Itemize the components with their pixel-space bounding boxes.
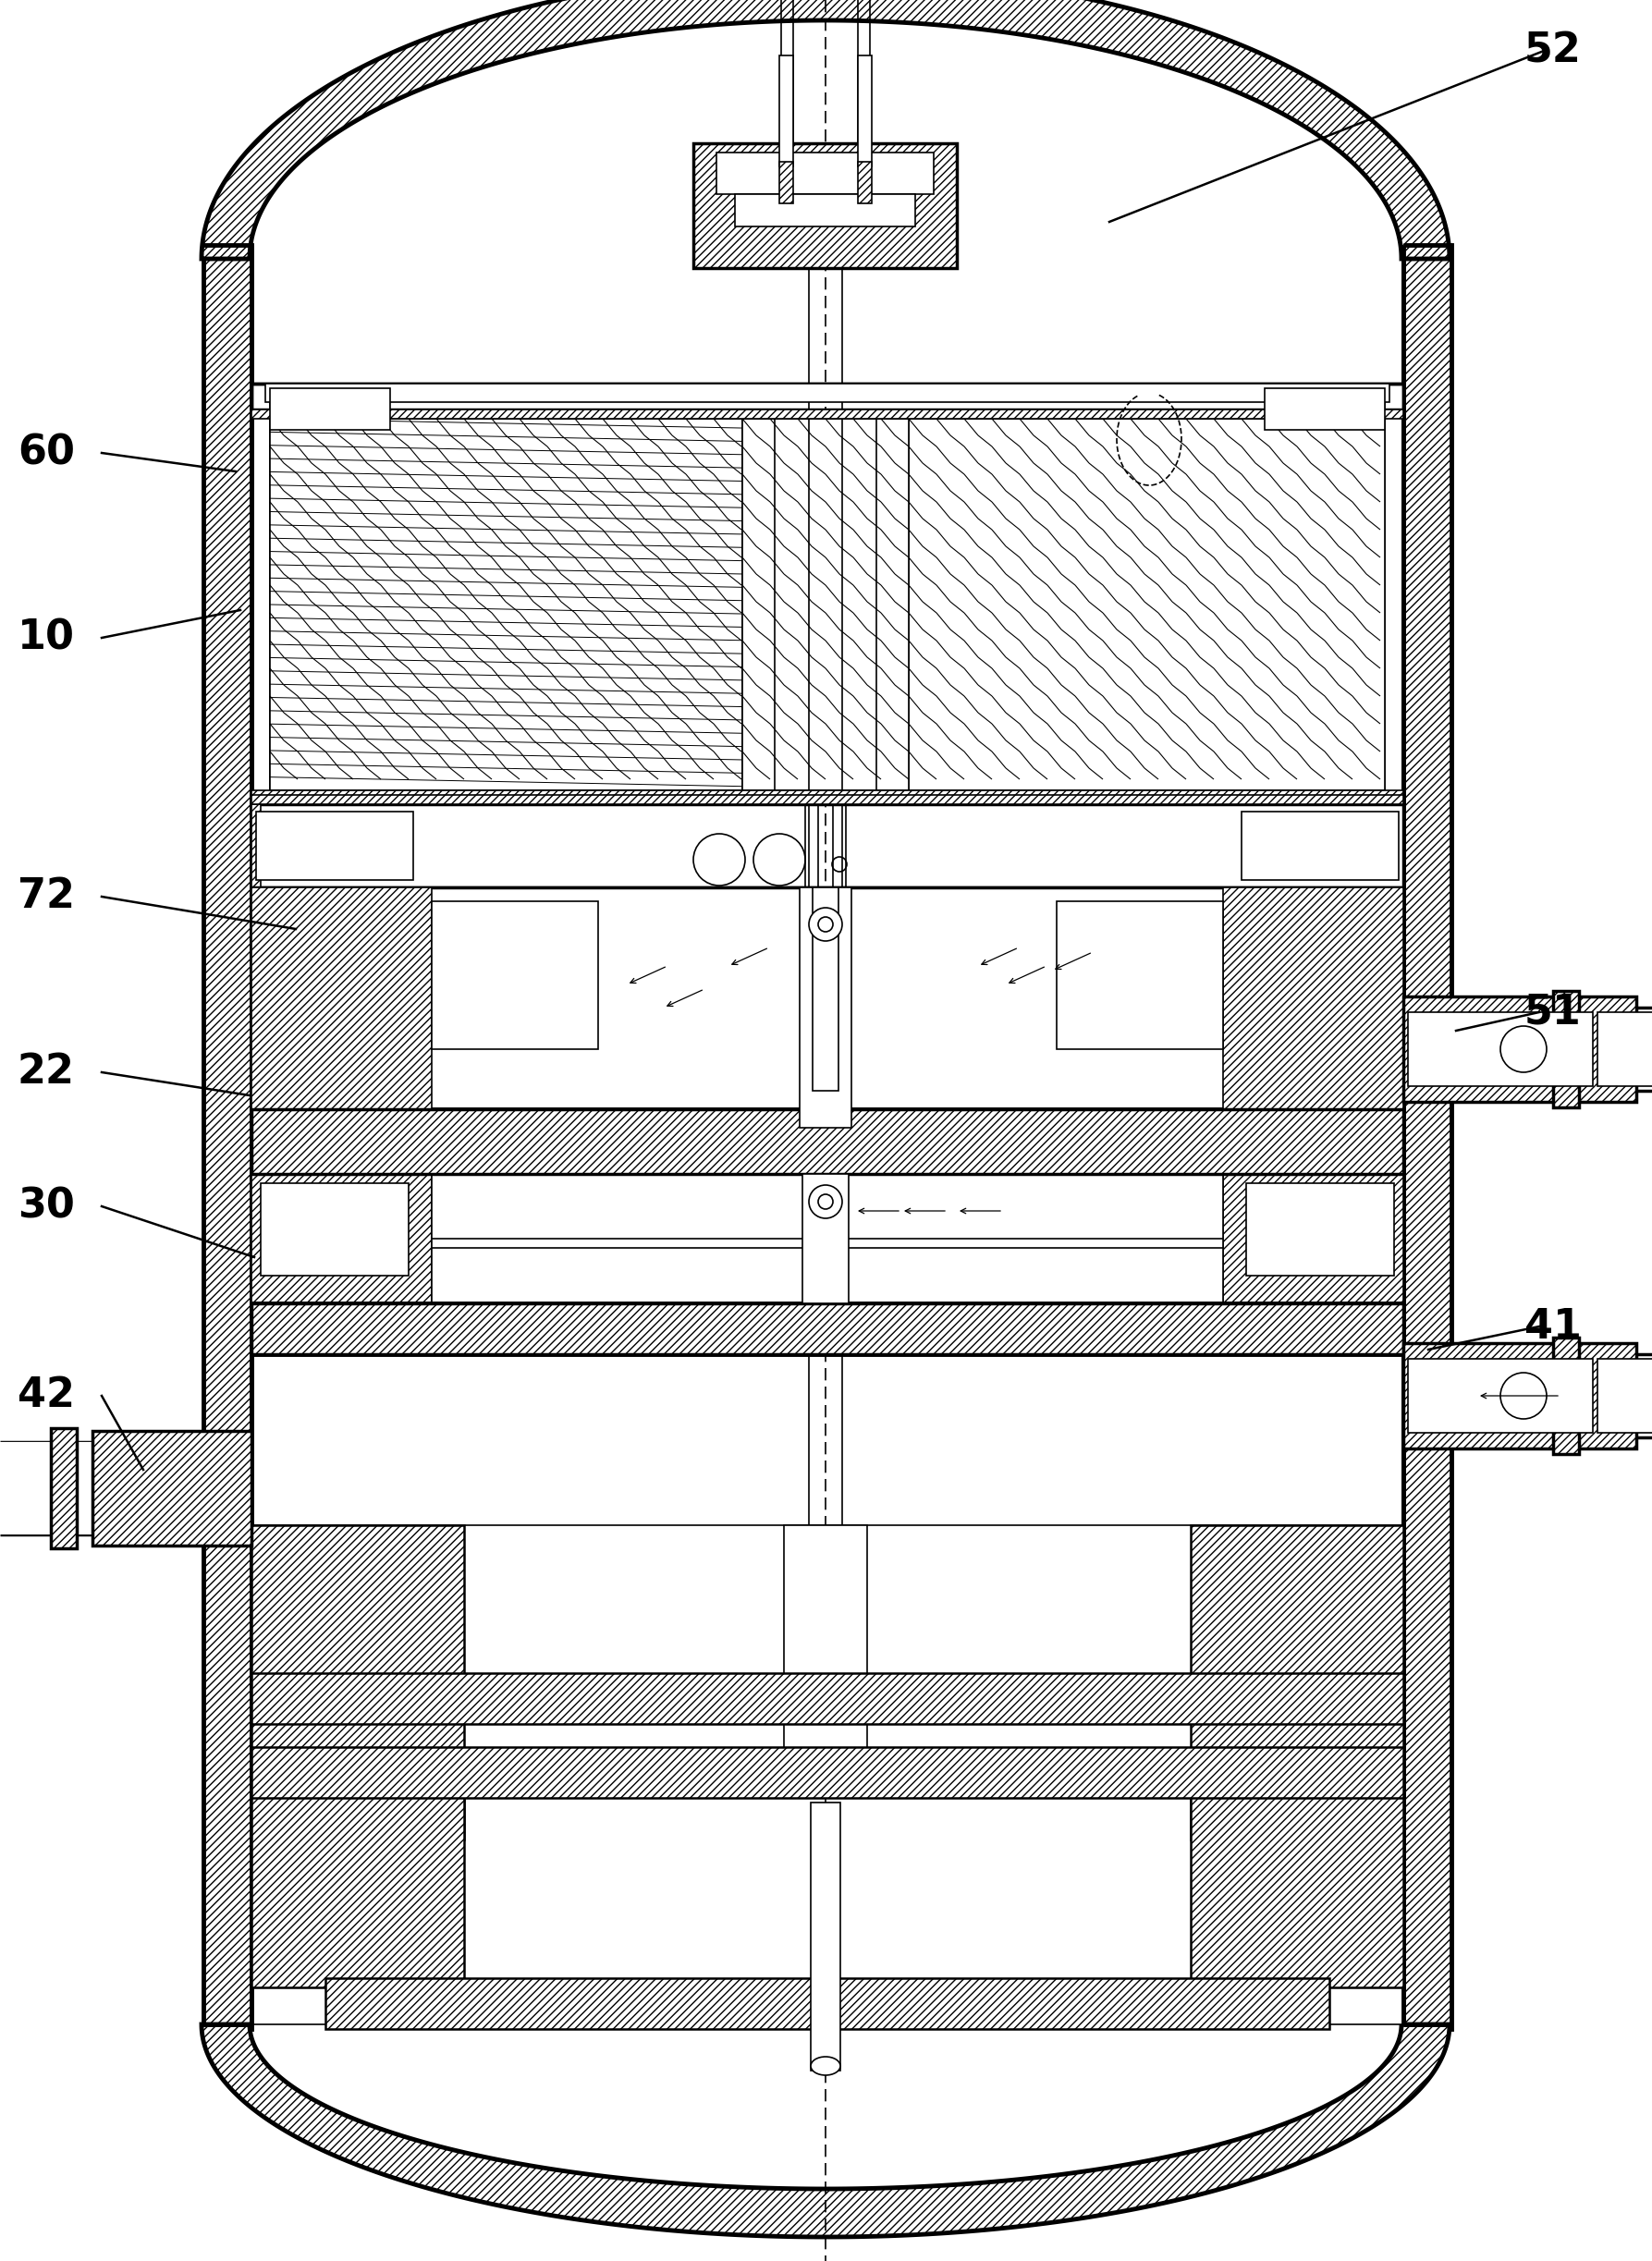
Circle shape (1500, 1026, 1546, 1072)
Text: 51: 51 (1525, 993, 1581, 1031)
Bar (857, 57, 872, 167)
Bar (1597, 1013, 1652, 1085)
Bar (251, 1757, 464, 1987)
Bar (251, 1673, 1403, 1723)
Bar (251, 1173, 431, 1302)
Bar (251, 1748, 1403, 1797)
Circle shape (809, 1185, 843, 1219)
Circle shape (1500, 1372, 1546, 1420)
Bar (813, 886, 839, 1090)
Bar (857, 163, 872, 203)
Bar (261, 1183, 408, 1275)
Bar (1191, 1526, 1403, 1840)
Bar (251, 1526, 464, 1840)
Text: 10: 10 (18, 617, 74, 658)
Bar (431, 902, 598, 1049)
Bar (251, 1526, 1403, 2024)
Bar (269, 389, 390, 430)
Bar (735, 194, 915, 226)
Circle shape (818, 1194, 833, 1210)
Bar (1222, 1173, 1403, 1302)
Bar (1403, 997, 1635, 1101)
Bar (811, 1802, 841, 2071)
Bar (785, 1526, 867, 1757)
Bar (51, 1429, 76, 1549)
Bar (93, 1431, 251, 1547)
Text: 60: 60 (18, 434, 74, 473)
Text: 42: 42 (18, 1377, 74, 1415)
Bar (251, 791, 1403, 803)
Text: 72: 72 (18, 877, 74, 916)
Bar (1246, 1183, 1394, 1275)
Bar (431, 1173, 1222, 1302)
Bar (800, 886, 851, 1128)
Bar (251, 384, 1403, 409)
Bar (251, 409, 1403, 418)
Polygon shape (202, 0, 1449, 258)
Bar (909, 418, 1384, 791)
Bar (1403, 1343, 1635, 1449)
Bar (1597, 1359, 1652, 1433)
Circle shape (809, 907, 843, 941)
Bar (266, 384, 1389, 402)
Bar (251, 1110, 1403, 1173)
Bar (1265, 389, 1384, 430)
Bar (251, 886, 1403, 1110)
Polygon shape (202, 2024, 1449, 2236)
Bar (251, 796, 1403, 805)
Bar (1242, 812, 1399, 880)
Bar (1408, 1013, 1593, 1085)
Bar (775, 418, 876, 791)
Bar (1553, 1339, 1579, 1454)
Bar (203, 244, 251, 2028)
Bar (694, 142, 957, 269)
Bar (1408, 1359, 1593, 1433)
Bar (780, 163, 793, 203)
Bar (1403, 244, 1452, 2028)
Bar (251, 805, 261, 886)
Bar (717, 151, 933, 194)
Bar (742, 418, 909, 791)
Bar (256, 812, 413, 880)
Bar (803, 1173, 849, 1302)
Text: 41: 41 (1525, 1307, 1581, 1345)
Bar (269, 418, 742, 791)
Bar (1553, 990, 1579, 1108)
Bar (251, 1302, 1403, 1354)
Bar (780, 57, 793, 167)
Bar (79, 1443, 251, 1535)
Text: 30: 30 (18, 1187, 74, 1225)
Text: 22: 22 (18, 1051, 74, 1092)
Bar (325, 1978, 1330, 2028)
Bar (1222, 886, 1403, 1110)
Bar (1057, 902, 1222, 1049)
Circle shape (818, 918, 833, 932)
Text: 52: 52 (1525, 32, 1581, 70)
Bar (269, 418, 742, 791)
Bar (251, 805, 1403, 886)
Bar (1191, 1757, 1403, 1987)
Bar (0, 1443, 79, 1535)
Bar (251, 886, 431, 1110)
Ellipse shape (811, 2058, 841, 2076)
